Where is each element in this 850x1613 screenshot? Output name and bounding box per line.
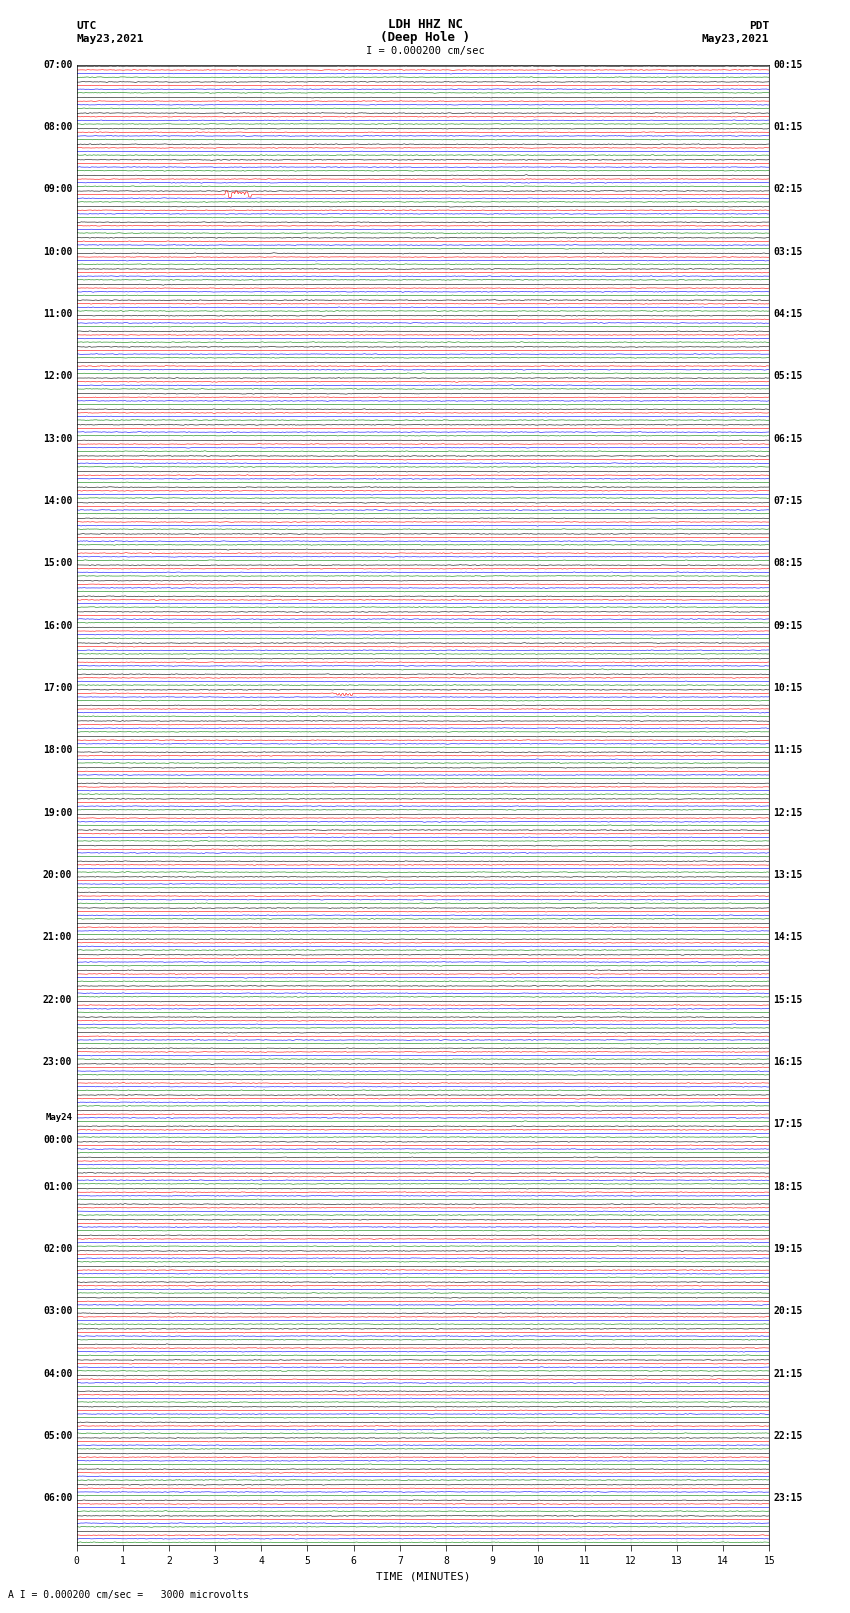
Text: 09:15: 09:15 xyxy=(774,621,803,631)
Text: 18:00: 18:00 xyxy=(42,745,72,755)
Text: 02:00: 02:00 xyxy=(42,1244,72,1253)
Text: 10:00: 10:00 xyxy=(42,247,72,256)
Text: May24: May24 xyxy=(45,1113,72,1123)
Text: 11:00: 11:00 xyxy=(42,310,72,319)
Text: 02:15: 02:15 xyxy=(774,184,803,194)
Text: 00:15: 00:15 xyxy=(774,60,803,69)
Text: 14:15: 14:15 xyxy=(774,932,803,942)
Text: 06:00: 06:00 xyxy=(42,1494,72,1503)
Text: 08:15: 08:15 xyxy=(774,558,803,568)
Text: 12:00: 12:00 xyxy=(42,371,72,381)
Text: 16:00: 16:00 xyxy=(42,621,72,631)
Text: 15:00: 15:00 xyxy=(42,558,72,568)
Text: 05:15: 05:15 xyxy=(774,371,803,381)
Text: 21:00: 21:00 xyxy=(42,932,72,942)
Text: LDH HHZ NC: LDH HHZ NC xyxy=(388,18,462,31)
Text: 08:00: 08:00 xyxy=(42,123,72,132)
Text: 06:15: 06:15 xyxy=(774,434,803,444)
Text: 23:15: 23:15 xyxy=(774,1494,803,1503)
Text: 15:15: 15:15 xyxy=(774,995,803,1005)
Text: 01:00: 01:00 xyxy=(42,1182,72,1192)
Text: 04:00: 04:00 xyxy=(42,1369,72,1379)
Text: 12:15: 12:15 xyxy=(774,808,803,818)
Text: 19:00: 19:00 xyxy=(42,808,72,818)
Text: 03:15: 03:15 xyxy=(774,247,803,256)
Text: A I = 0.000200 cm/sec =   3000 microvolts: A I = 0.000200 cm/sec = 3000 microvolts xyxy=(8,1590,249,1600)
Text: 17:15: 17:15 xyxy=(774,1119,803,1129)
Text: 13:00: 13:00 xyxy=(42,434,72,444)
Text: 01:15: 01:15 xyxy=(774,123,803,132)
Text: 21:15: 21:15 xyxy=(774,1369,803,1379)
Text: (Deep Hole ): (Deep Hole ) xyxy=(380,31,470,44)
Text: 20:00: 20:00 xyxy=(42,869,72,881)
Text: 23:00: 23:00 xyxy=(42,1057,72,1068)
Text: 03:00: 03:00 xyxy=(42,1307,72,1316)
Text: 22:00: 22:00 xyxy=(42,995,72,1005)
Text: May23,2021: May23,2021 xyxy=(76,34,144,44)
Text: 07:15: 07:15 xyxy=(774,495,803,506)
Text: 20:15: 20:15 xyxy=(774,1307,803,1316)
Text: I = 0.000200 cm/sec: I = 0.000200 cm/sec xyxy=(366,47,484,56)
Text: May23,2021: May23,2021 xyxy=(702,34,769,44)
Text: 17:00: 17:00 xyxy=(42,682,72,694)
Text: 00:00: 00:00 xyxy=(42,1136,72,1145)
Text: 04:15: 04:15 xyxy=(774,310,803,319)
Text: 07:00: 07:00 xyxy=(42,60,72,69)
Text: UTC: UTC xyxy=(76,21,97,31)
Text: 09:00: 09:00 xyxy=(42,184,72,194)
Text: 11:15: 11:15 xyxy=(774,745,803,755)
Text: 18:15: 18:15 xyxy=(774,1182,803,1192)
Text: 16:15: 16:15 xyxy=(774,1057,803,1068)
Text: 10:15: 10:15 xyxy=(774,682,803,694)
Text: 13:15: 13:15 xyxy=(774,869,803,881)
Text: 19:15: 19:15 xyxy=(774,1244,803,1253)
Text: 05:00: 05:00 xyxy=(42,1431,72,1440)
Text: 22:15: 22:15 xyxy=(774,1431,803,1440)
Text: PDT: PDT xyxy=(749,21,769,31)
Text: 14:00: 14:00 xyxy=(42,495,72,506)
X-axis label: TIME (MINUTES): TIME (MINUTES) xyxy=(376,1571,470,1581)
